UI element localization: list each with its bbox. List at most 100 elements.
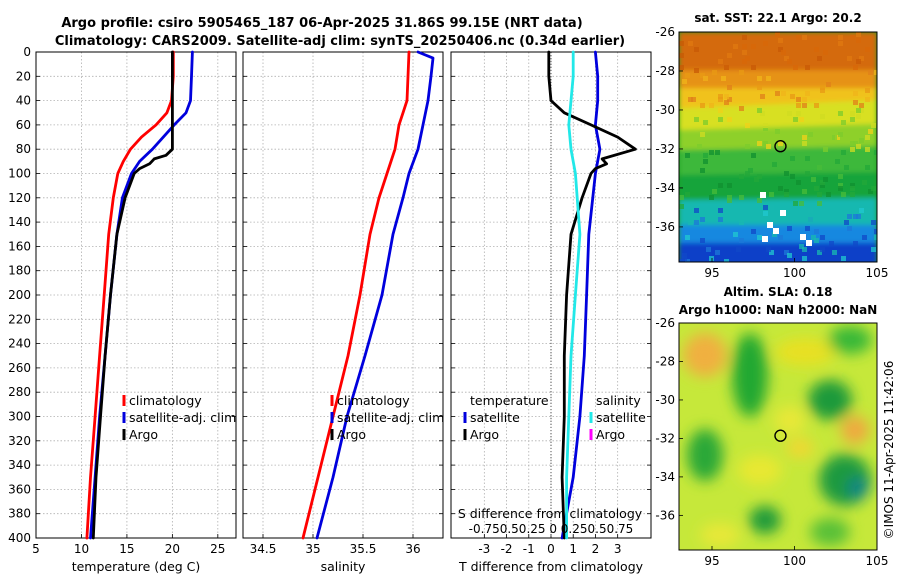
sst-noise-pixel — [685, 259, 690, 262]
sst-noise-pixel — [784, 192, 789, 197]
sst-noise-pixel — [862, 180, 867, 185]
sst-noise-pixel — [688, 97, 693, 102]
sst-noise-pixel — [865, 88, 870, 93]
temperature-panel: 0 20 40 60 80 100 120 140 160 180 200 220 240 260 280 3… — [8, 45, 237, 574]
sst-noise-pixel — [865, 47, 870, 52]
sst-noise-pixel — [856, 114, 861, 119]
sst-noise-pixel — [814, 103, 819, 108]
sst-noise-pixel — [706, 247, 711, 252]
sst-noise-pixel — [763, 211, 768, 216]
sst-noise-pixel — [739, 106, 744, 111]
sst-noise-pixel — [850, 35, 855, 40]
sst_map-ytick-label: -34 — [655, 181, 675, 195]
sst-noise-pixel — [850, 186, 855, 191]
sst-noise-pixel — [757, 235, 762, 240]
figure-title-line1: Argo profile: csiro 5905465_187 06-Apr-2… — [61, 16, 582, 31]
sst-noise-pixel — [757, 174, 762, 179]
temperature-xtick-label: 20 — [165, 542, 180, 556]
difference-xtick-label: -3 — [478, 542, 490, 556]
salinity-xtick-label: 34.5 — [250, 542, 277, 556]
sst-noise-pixel — [727, 198, 732, 203]
temperature-frame — [35, 51, 237, 539]
sst-noise-pixel — [703, 159, 708, 164]
sst-noise-pixel — [853, 241, 858, 246]
sst_map-ytick-label: -26 — [655, 25, 675, 39]
sst-noise-pixel — [727, 85, 732, 90]
sla_map-ytick-label: -28 — [655, 354, 675, 368]
sst-noise-pixel — [814, 186, 819, 191]
temperature-xtick-label: 5 — [32, 542, 40, 556]
salinity-grid — [243, 51, 443, 539]
sst_map-xtick-label: 95 — [704, 266, 719, 280]
sst-noise-pixel — [709, 195, 714, 200]
sst-noise-pixel — [739, 195, 744, 200]
sst-noise-pixel — [874, 70, 877, 75]
sst-noise-pixel — [718, 117, 723, 122]
temperature-ytick-label: 320 — [8, 434, 31, 448]
sst-noise-pixel — [739, 238, 744, 243]
sst-noise-pixel — [694, 117, 699, 122]
sst-noise-pixel — [841, 120, 846, 125]
sla-argo-position-marker — [774, 429, 787, 442]
sst-noise-pixel — [679, 204, 684, 209]
sst-missing-data-pixel — [806, 240, 812, 246]
sst-noise-pixel — [850, 183, 855, 188]
sst-map: sat. SST: 22.1 Argo: 20.2 95 100 105 -26 -28… — [655, 11, 888, 280]
sst_map-ytick-label: -30 — [655, 103, 675, 117]
sst-noise-pixel — [679, 195, 684, 200]
sst-noise-pixel — [727, 183, 732, 188]
sst-missing-data-pixel — [800, 234, 806, 240]
sst-noise-pixel — [769, 250, 774, 255]
sst-noise-pixel — [703, 153, 708, 158]
sst-noise-pixel — [805, 91, 810, 96]
sla_map-ytick-label: -32 — [655, 431, 675, 445]
sst-noise-pixel — [868, 189, 873, 194]
sst-noise-pixel — [727, 53, 732, 58]
sst-noise-pixel — [688, 220, 693, 225]
sst-missing-data-pixel — [773, 228, 779, 234]
figure-title-line2: Climatology: CARS2009. Satellite-adj cli… — [55, 34, 625, 49]
sst-noise-pixel — [685, 192, 690, 197]
sst-missing-data-pixel — [760, 192, 766, 198]
sst-noise-pixel — [838, 41, 843, 46]
sst-noise-pixel — [745, 171, 750, 176]
sst-noise-pixel — [784, 250, 789, 255]
sst-noise-pixel — [736, 247, 741, 252]
sst-noise-pixel — [781, 50, 786, 55]
sst-noise-pixel — [802, 35, 807, 40]
sst-missing-data-pixel — [762, 236, 768, 242]
sst-noise-pixel — [844, 165, 849, 170]
sst-noise-pixel — [856, 108, 861, 113]
temperature-ytick-label: 80 — [16, 142, 31, 156]
sst-noise-pixel — [793, 117, 798, 122]
sla_map-ytick-label: -26 — [655, 316, 675, 330]
sst-noise-pixel — [859, 138, 864, 143]
sst-noise-pixel — [874, 235, 877, 240]
difference-panel: -3 -2 -1 0 1 2 3 T difference from climatology t… — [450, 50, 652, 574]
sst-noise-pixel — [805, 156, 810, 161]
sst-noise-pixel — [709, 150, 714, 155]
sst-noise-pixel — [742, 59, 747, 64]
temperature-ytick-label: 340 — [8, 458, 31, 472]
sst-noise-pixel — [820, 247, 825, 252]
sst-noise-pixel — [790, 156, 795, 161]
sst-noise-pixel — [691, 97, 696, 102]
sst-noise-pixel — [820, 180, 825, 185]
sst_map-xtick-label: 105 — [866, 266, 889, 280]
difference-xtick-label: -1 — [523, 542, 535, 556]
sst-noise-pixel — [775, 129, 780, 134]
sst-noise-pixel — [871, 247, 876, 252]
difference-legend-s-satellite-label: satellite — [596, 410, 646, 425]
temperature-xlabel: temperature (deg C) — [72, 559, 201, 574]
sst-noise-pixel — [781, 91, 786, 96]
sst-noise-pixel — [865, 97, 870, 102]
temperature-ytick-label: 300 — [8, 410, 31, 424]
temperature-xtick-label: 15 — [119, 542, 134, 556]
sst-noise-pixel — [832, 135, 837, 140]
sst-noise-pixel — [718, 97, 723, 102]
sst-noise-pixel — [757, 76, 762, 81]
sst-noise-pixel — [793, 201, 798, 206]
temperature-series-argo — [91, 50, 174, 540]
sst-noise-pixel — [802, 141, 807, 146]
temperature-xtick-label: 10 — [74, 542, 89, 556]
